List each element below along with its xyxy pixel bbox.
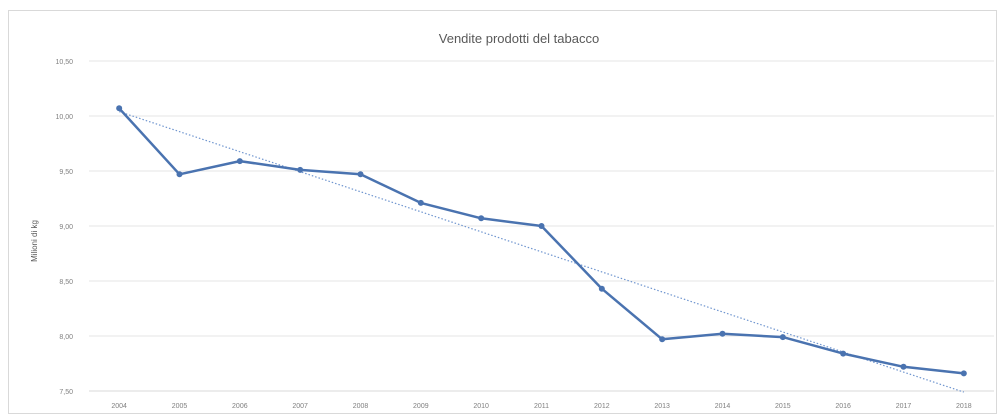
x-tick-label: 2005 bbox=[172, 403, 188, 410]
data-point-2008 bbox=[357, 171, 364, 178]
x-tick-label: 2007 bbox=[292, 403, 308, 410]
series-polyline bbox=[118, 107, 964, 375]
y-tick-label: 9,00 bbox=[59, 224, 73, 231]
y-tick-label: 8,00 bbox=[59, 334, 73, 341]
x-tick-label: 2011 bbox=[534, 403, 549, 410]
trendline-line bbox=[118, 111, 965, 393]
y-axis-title: Milioni di kg bbox=[30, 220, 39, 262]
data-point-2014 bbox=[719, 330, 726, 337]
gridlines bbox=[89, 60, 994, 392]
data-point-2009 bbox=[417, 199, 424, 206]
data-point-2011 bbox=[538, 223, 545, 229]
x-tick-label: 2017 bbox=[896, 403, 912, 410]
data-points bbox=[116, 105, 967, 377]
y-tick-label: 9,50 bbox=[59, 169, 73, 176]
x-tick-label: 2006 bbox=[232, 403, 248, 410]
y-tick-label: 8,50 bbox=[59, 279, 73, 286]
chart-area: Vendite prodotti del tabacco 10,50 10,00 9… bbox=[8, 10, 997, 414]
y-tick-label: 10,50 bbox=[55, 59, 73, 66]
x-tick-label: 2015 bbox=[775, 403, 791, 410]
data-point-2005 bbox=[176, 171, 183, 178]
data-point-2006 bbox=[236, 158, 243, 165]
x-tick-label: 2014 bbox=[715, 403, 731, 410]
data-point-2012 bbox=[598, 285, 605, 292]
y-axis-tick-labels: 10,50 10,00 9,50 9,00 8,50 8,00 7,50 bbox=[55, 59, 73, 396]
x-tick-label: 2004 bbox=[111, 403, 127, 410]
series-line bbox=[118, 107, 964, 375]
x-tick-label: 2012 bbox=[594, 403, 610, 410]
y-tick-label: 7,50 bbox=[59, 389, 73, 396]
data-point-2015 bbox=[779, 334, 786, 341]
data-point-2016 bbox=[840, 350, 847, 357]
trendline bbox=[118, 111, 965, 393]
x-tick-label: 2008 bbox=[353, 403, 369, 410]
line-chart: Vendite prodotti del tabacco 10,50 10,00 9… bbox=[30, 31, 994, 410]
data-point-2018 bbox=[960, 370, 967, 377]
x-tick-label: 2013 bbox=[654, 403, 670, 410]
data-point-2013 bbox=[659, 336, 666, 343]
x-tick-label: 2018 bbox=[956, 403, 972, 410]
x-tick-label: 2010 bbox=[473, 403, 489, 410]
y-tick-label: 10,00 bbox=[55, 114, 73, 121]
data-point-2017 bbox=[900, 363, 907, 370]
data-point-2004 bbox=[116, 105, 123, 112]
chart-title: Vendite prodotti del tabacco bbox=[439, 31, 599, 46]
x-tick-label: 2016 bbox=[835, 403, 851, 410]
x-axis-tick-labels: 2004 2005 2006 2007 2008 2009 2010 2011 2012 2013… bbox=[111, 403, 971, 410]
x-tick-label: 2009 bbox=[413, 403, 429, 410]
data-point-2010 bbox=[478, 215, 485, 222]
data-point-2007 bbox=[297, 166, 304, 173]
